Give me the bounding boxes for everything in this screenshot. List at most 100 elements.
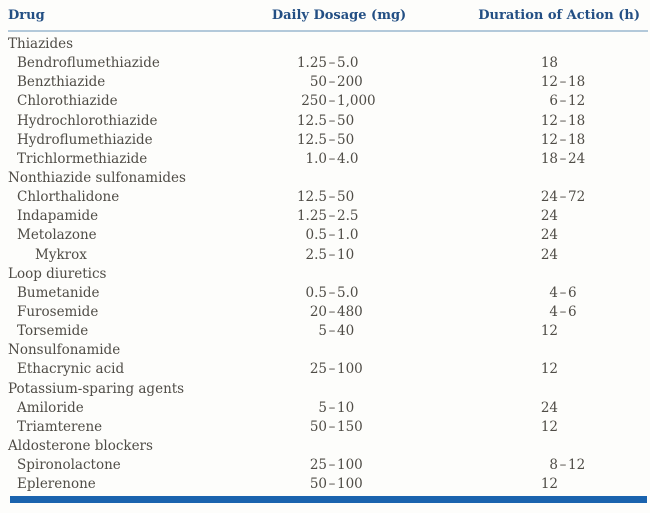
dosage-low: 250 — [301, 93, 327, 110]
range-dash — [558, 54, 568, 73]
duration-value: 24–72 — [442, 188, 648, 207]
dosage-low: 12.5 — [296, 189, 327, 206]
table-row: Chlorthalidone 12.5–50 24–72 — [8, 188, 648, 207]
drug-name: Indapamide — [17, 208, 99, 225]
range-dash: – — [559, 93, 567, 110]
dosage-high: 200 — [337, 74, 363, 91]
range-dash: – — [559, 150, 567, 167]
dosage-value: 5–40 — [236, 322, 442, 341]
dosage-value: 250–1,000 — [236, 92, 442, 111]
dosage-high: 100 — [337, 476, 363, 493]
duration-value — [442, 341, 648, 360]
duration-high — [568, 35, 648, 54]
duration-high — [568, 226, 648, 245]
table-row: Bendroflumethiazide 1.25–5.0 18 — [8, 54, 648, 73]
duration-value: 12 — [442, 475, 648, 494]
duration-low — [442, 265, 558, 284]
table-row: Mykrox 2.5–10 24 — [8, 246, 648, 265]
duration-value: 24 — [442, 207, 648, 226]
drug-name: Mykrox — [35, 246, 87, 263]
range-dash: – — [328, 284, 336, 301]
dosage-value: 25–100 — [236, 456, 442, 475]
range-dash — [558, 35, 568, 54]
range-dash: – — [328, 476, 336, 493]
duration-high — [568, 418, 648, 437]
dosage-low: 5 — [318, 323, 327, 340]
drug-name: Triamterene — [17, 418, 103, 435]
duration-high — [568, 322, 648, 341]
column-header-daily-dosage: Daily Dosage (mg) — [271, 8, 407, 23]
dosage-low — [236, 341, 327, 360]
duration-low: 24 — [540, 227, 558, 244]
duration-high — [568, 207, 648, 226]
duration-low: 12 — [540, 323, 558, 340]
duration-low: 12 — [540, 131, 558, 148]
dosage-low — [236, 169, 327, 188]
duration-low: 12 — [540, 418, 558, 435]
dosage-value: 0.5–5.0 — [236, 284, 442, 303]
dosage-high: 5.0 — [337, 284, 359, 301]
duration-high — [568, 169, 648, 188]
duration-value: 12–18 — [442, 73, 648, 92]
range-dash — [327, 380, 337, 399]
dosage-low: 2.5 — [305, 246, 327, 263]
duration-value — [442, 265, 648, 284]
duration-value: 12 — [442, 322, 648, 341]
range-dash — [327, 265, 337, 284]
duration-value: 12–18 — [442, 131, 648, 150]
duration-value: 6–12 — [442, 92, 648, 111]
drug-name: Spironolactone — [17, 457, 121, 474]
range-dash — [558, 437, 568, 456]
dosage-low: 25 — [309, 457, 327, 474]
range-dash: – — [328, 208, 336, 225]
range-dash: – — [559, 112, 567, 129]
dosage-low: 25 — [309, 361, 327, 378]
duration-high — [568, 360, 648, 379]
dosage-high — [337, 265, 442, 284]
dosage-value — [236, 437, 442, 456]
range-dash — [558, 360, 568, 379]
table-row: Trichlormethiazide 1.0–4.0 18–24 — [8, 150, 648, 169]
range-dash — [558, 246, 568, 265]
duration-low: 12 — [540, 112, 558, 129]
range-dash — [558, 341, 568, 360]
range-dash: – — [328, 150, 336, 167]
range-dash: – — [328, 55, 336, 72]
range-dash: – — [559, 457, 567, 474]
duration-high — [568, 341, 648, 360]
drug-name: Metolazone — [17, 227, 97, 244]
duration-low: 18 — [540, 150, 558, 167]
drug-name: Bendroflumethiazide — [17, 55, 160, 72]
table-row: Bumetanide 0.5–5.0 4–6 — [8, 284, 648, 303]
dosage-high: 40 — [337, 323, 355, 340]
duration-low — [442, 35, 558, 54]
dosage-high — [337, 169, 442, 188]
column-header-drug: Drug — [8, 8, 45, 23]
duration-high — [568, 54, 648, 73]
range-dash: – — [559, 303, 567, 320]
dosage-low — [236, 437, 327, 456]
duration-value: 12 — [442, 360, 648, 379]
duration-high: 18 — [568, 74, 586, 91]
duration-low: 4 — [549, 284, 558, 301]
table-body: Thiazides Bendroflumethiazide 1.25–5.0 1… — [8, 35, 648, 494]
duration-value: 8–12 — [442, 456, 648, 475]
dosage-high: 1.0 — [337, 227, 359, 244]
duration-low: 18 — [540, 55, 558, 72]
duration-high: 24 — [568, 150, 586, 167]
dosage-value: 1.25–5.0 — [236, 54, 442, 73]
drug-name: Ethacrynic acid — [17, 361, 125, 378]
dosage-high: 150 — [337, 418, 363, 435]
dosage-value: 12.5–50 — [236, 131, 442, 150]
duration-high: 12 — [568, 93, 586, 110]
table-row: Potassium-sparing agents — [8, 380, 648, 399]
dosage-high: 50 — [337, 189, 355, 206]
dosage-high: 1,000 — [337, 93, 376, 110]
duration-high — [568, 246, 648, 265]
dosage-low: 12.5 — [296, 112, 327, 129]
range-dash: – — [328, 112, 336, 129]
range-dash — [327, 35, 337, 54]
dosage-low — [236, 380, 327, 399]
dosage-low: 1.25 — [296, 55, 327, 72]
drug-name: Hydroflumethiazide — [17, 131, 153, 148]
